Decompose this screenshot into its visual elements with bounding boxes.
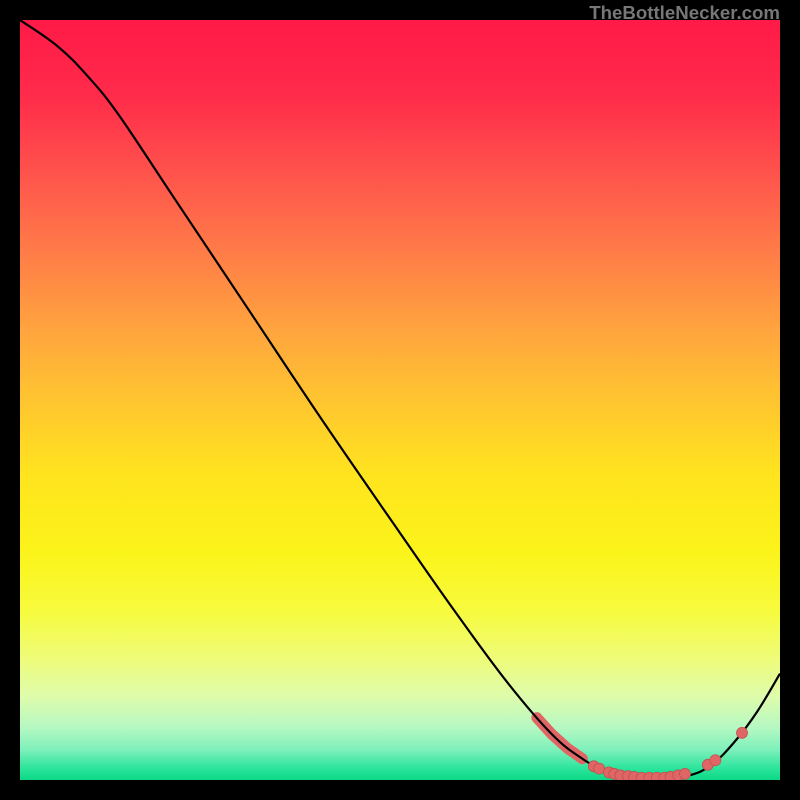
marker-thick-segment bbox=[537, 718, 583, 759]
data-marker bbox=[737, 727, 748, 738]
data-marker bbox=[710, 755, 721, 766]
data-marker bbox=[680, 768, 691, 779]
plot-area: TheBottleNecker.com bbox=[20, 20, 780, 780]
chart-frame: TheBottleNecker.com bbox=[0, 0, 800, 800]
data-marker bbox=[594, 763, 605, 774]
chart-svg bbox=[20, 20, 780, 780]
main-curve bbox=[20, 20, 780, 779]
watermark-text: TheBottleNecker.com bbox=[589, 2, 780, 24]
